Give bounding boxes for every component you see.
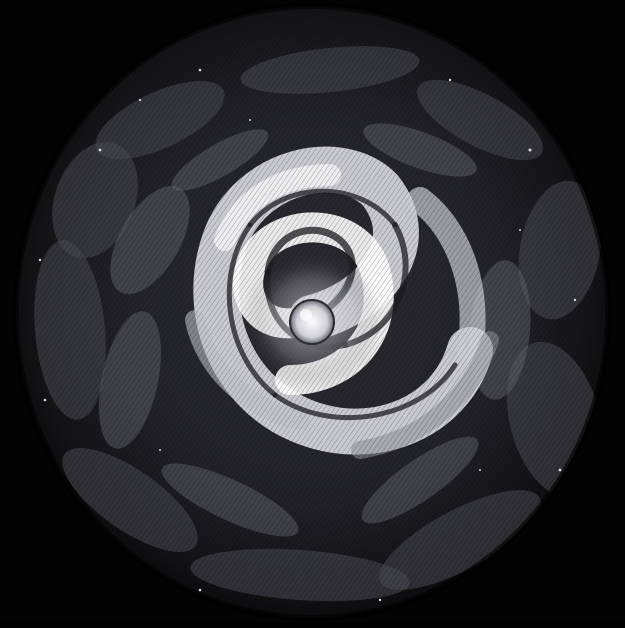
disc-rim <box>13 3 611 621</box>
caption-text <box>4 614 474 628</box>
cloud-bands <box>16 6 608 618</box>
central-moon <box>289 299 335 345</box>
